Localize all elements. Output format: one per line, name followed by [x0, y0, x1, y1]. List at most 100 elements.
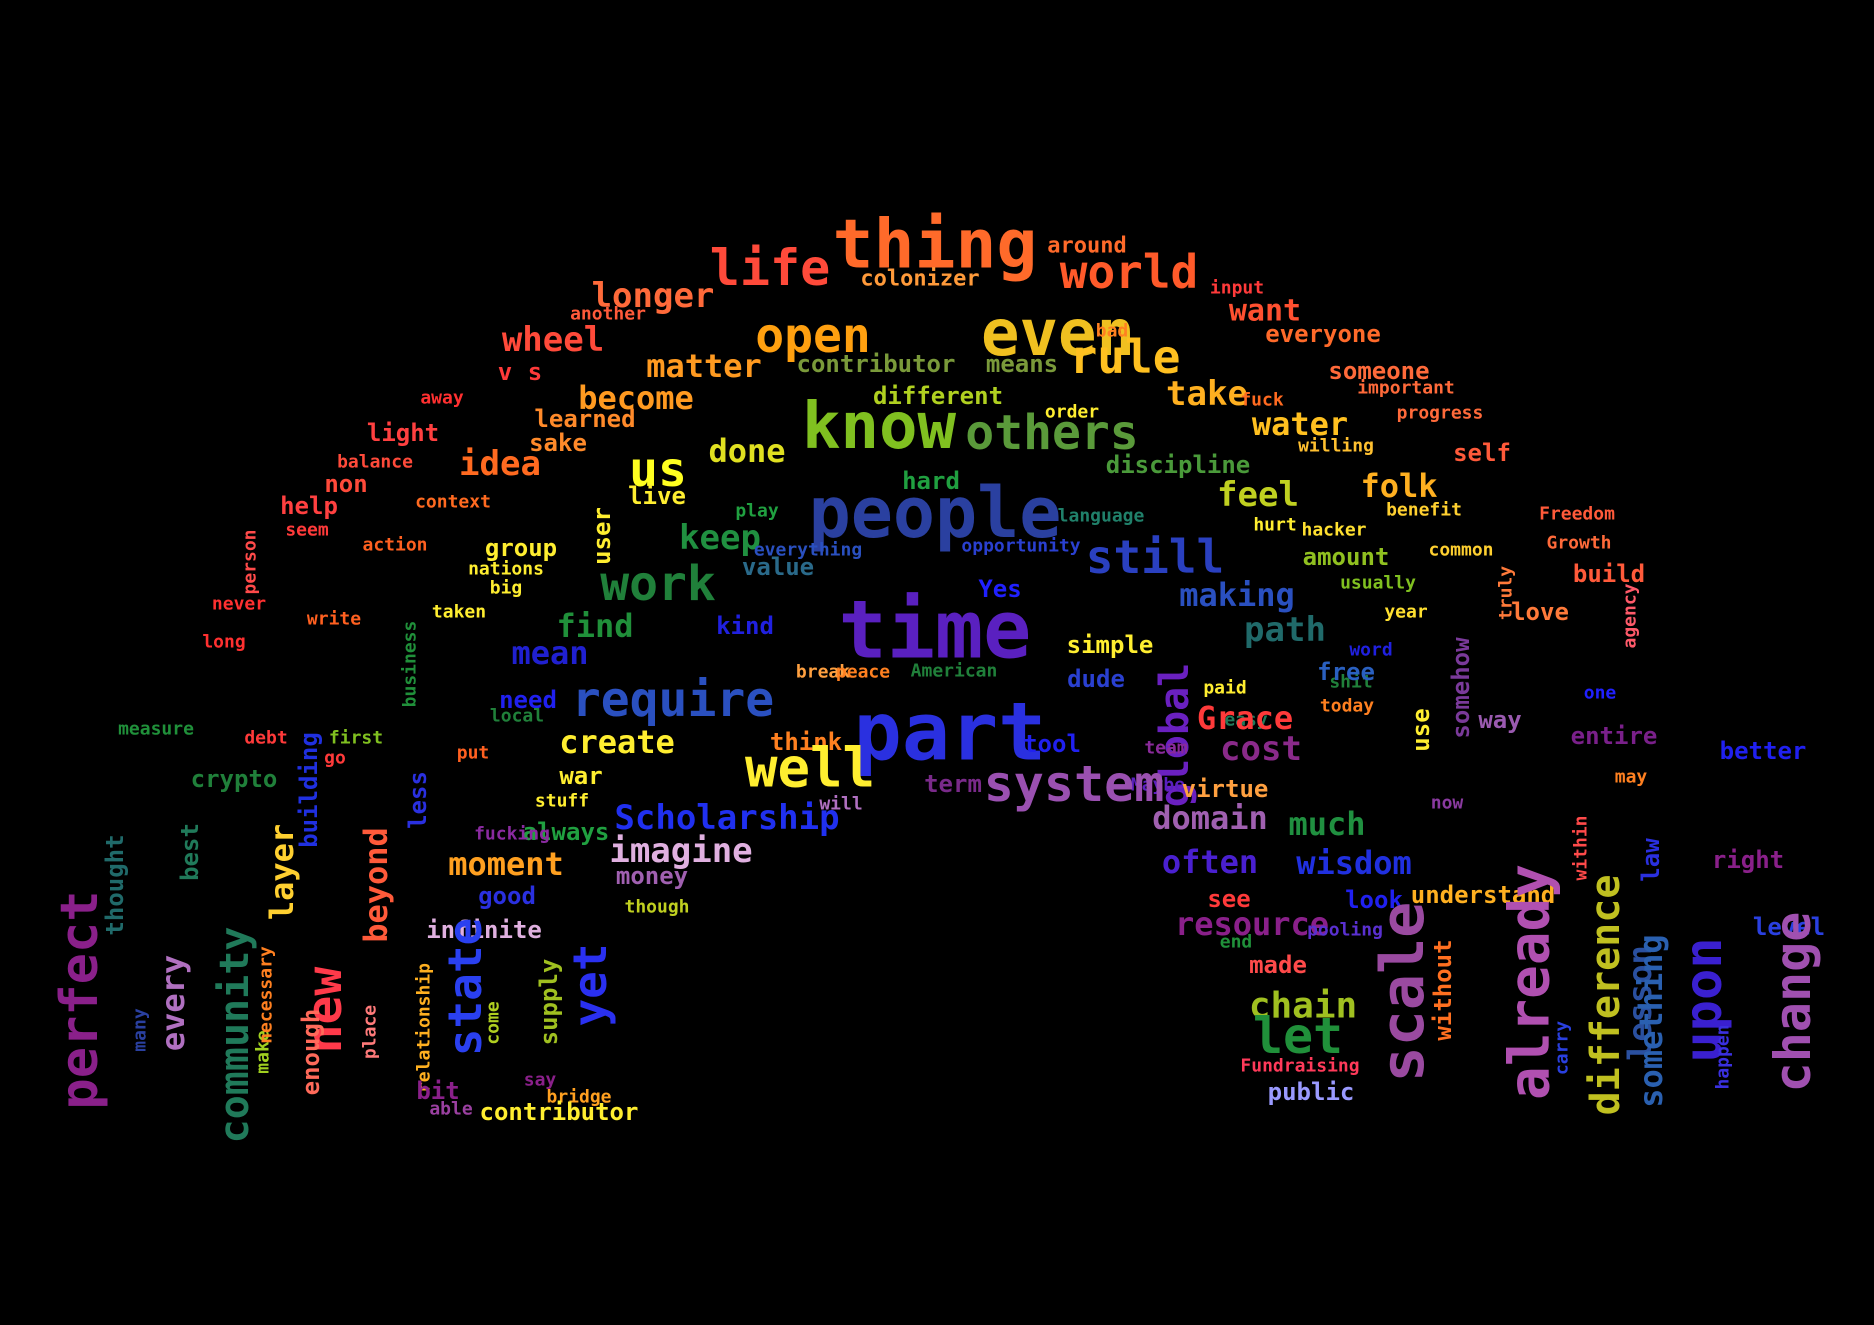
cloud-word: though — [624, 897, 689, 918]
cloud-word: taken — [432, 602, 486, 623]
cloud-word: shit — [1329, 672, 1372, 693]
cloud-word: relationship — [414, 963, 435, 1093]
cloud-word: new — [297, 967, 353, 1054]
cloud-word: build — [1573, 560, 1645, 588]
cloud-word: matter — [646, 347, 762, 385]
cloud-word: layer — [263, 824, 301, 920]
cloud-word: measure — [118, 719, 194, 740]
cloud-word: contributor — [797, 350, 956, 378]
cloud-word: able — [429, 1099, 473, 1120]
cloud-word: free — [1317, 658, 1375, 686]
cloud-word: Fundraising — [1240, 1056, 1359, 1077]
cloud-word: even — [981, 297, 1135, 371]
cloud-word: stuff — [535, 791, 589, 812]
cloud-word: progress — [1397, 403, 1484, 424]
cloud-word: need — [499, 686, 557, 714]
cloud-word: longer — [592, 276, 715, 316]
cloud-word: team — [1144, 738, 1188, 759]
cloud-word: discipline — [1106, 451, 1251, 479]
cloud-word: take — [1166, 374, 1248, 414]
cloud-word: want — [1229, 294, 1301, 329]
cloud-word: everything — [754, 540, 862, 561]
cloud-word: resource — [1175, 905, 1329, 943]
cloud-word: think — [770, 728, 843, 756]
cloud-word: language — [1058, 506, 1145, 527]
cloud-word: life — [710, 239, 830, 297]
cloud-word: group — [485, 534, 557, 562]
cloud-word: bad — [1096, 321, 1129, 342]
cloud-word: right — [1712, 846, 1784, 874]
cloud-word: system — [984, 755, 1165, 813]
cloud-word: agency — [1620, 583, 1641, 648]
cloud-word: less — [404, 771, 432, 829]
cloud-word: yet — [563, 943, 617, 1026]
cloud-word: make — [253, 1030, 274, 1074]
cloud-word: domain — [1152, 799, 1268, 837]
cloud-word: become — [578, 379, 694, 417]
cloud-word: idea — [459, 444, 541, 484]
cloud-word: nations — [468, 559, 544, 580]
cloud-word: put — [457, 743, 490, 764]
cloud-word: never — [212, 594, 266, 615]
cloud-word: peace — [836, 662, 890, 683]
cloud-word: contributor — [480, 1098, 639, 1126]
cloud-word: happen — [1713, 1024, 1734, 1089]
cloud-word: end — [1220, 932, 1253, 953]
cloud-word: enough — [297, 1009, 325, 1096]
cloud-word: user — [588, 507, 616, 565]
cloud-word: fucking — [474, 824, 550, 845]
cloud-word: input — [1210, 278, 1264, 299]
cloud-word: learned — [534, 405, 635, 433]
cloud-word: easy — [1224, 710, 1268, 731]
cloud-word: work — [600, 556, 716, 612]
cloud-word: away — [420, 388, 464, 409]
cloud-word: better — [1720, 737, 1807, 765]
cloud-word: every — [154, 955, 192, 1051]
cloud-word: perfect — [50, 890, 110, 1109]
cloud-word: debt — [244, 728, 287, 749]
cloud-word: everyone — [1265, 320, 1381, 348]
cloud-word: Freedom — [1539, 504, 1615, 525]
cloud-word: wheel — [502, 320, 604, 360]
cloud-word: break — [796, 662, 850, 683]
cloud-word: fuck — [1240, 390, 1284, 411]
cloud-word: hurt — [1253, 515, 1296, 536]
cloud-word: well — [745, 737, 875, 800]
cloud-word: long — [202, 632, 245, 653]
cloud-word: much — [1288, 805, 1365, 843]
cloud-word: willing — [1298, 436, 1374, 457]
cloud-word: change — [1764, 912, 1822, 1093]
cloud-word: Grace — [1197, 699, 1293, 737]
cloud-word: hacker — [1301, 520, 1366, 541]
cloud-word: someone — [1328, 357, 1429, 385]
cloud-word: simple — [1067, 631, 1154, 659]
cloud-word: difference — [1583, 875, 1629, 1116]
cloud-word: world — [1060, 245, 1198, 299]
cloud-word: often — [1162, 843, 1258, 881]
cloud-word: beyond — [357, 827, 395, 943]
cloud-word: done — [708, 432, 785, 470]
cloud-word: wisdom — [1296, 844, 1412, 882]
cloud-word: best — [176, 823, 204, 881]
cloud-word: amount — [1303, 543, 1390, 571]
cloud-word: self — [1453, 439, 1511, 467]
cloud-word: create — [559, 723, 675, 761]
cloud-word: state — [438, 918, 492, 1056]
cloud-word: virtue — [1182, 775, 1269, 803]
cloud-word: moment — [448, 845, 564, 883]
cloud-word: first — [329, 728, 383, 749]
cloud-word: water — [1252, 405, 1348, 443]
cloud-word: people — [809, 472, 1062, 554]
cloud-word: will — [819, 794, 862, 815]
cloud-word: Growth — [1546, 533, 1611, 554]
cloud-word: hard — [902, 467, 960, 495]
cloud-word: common — [1428, 540, 1493, 561]
cloud-word: different — [873, 382, 1003, 410]
cloud-word: action — [362, 535, 427, 556]
cloud-word: carry — [1552, 1021, 1573, 1075]
cloud-word: Scholarship — [614, 798, 839, 838]
cloud-word: made — [1249, 951, 1307, 979]
cloud-word: time — [839, 584, 1032, 677]
cloud-word: path — [1244, 610, 1326, 650]
